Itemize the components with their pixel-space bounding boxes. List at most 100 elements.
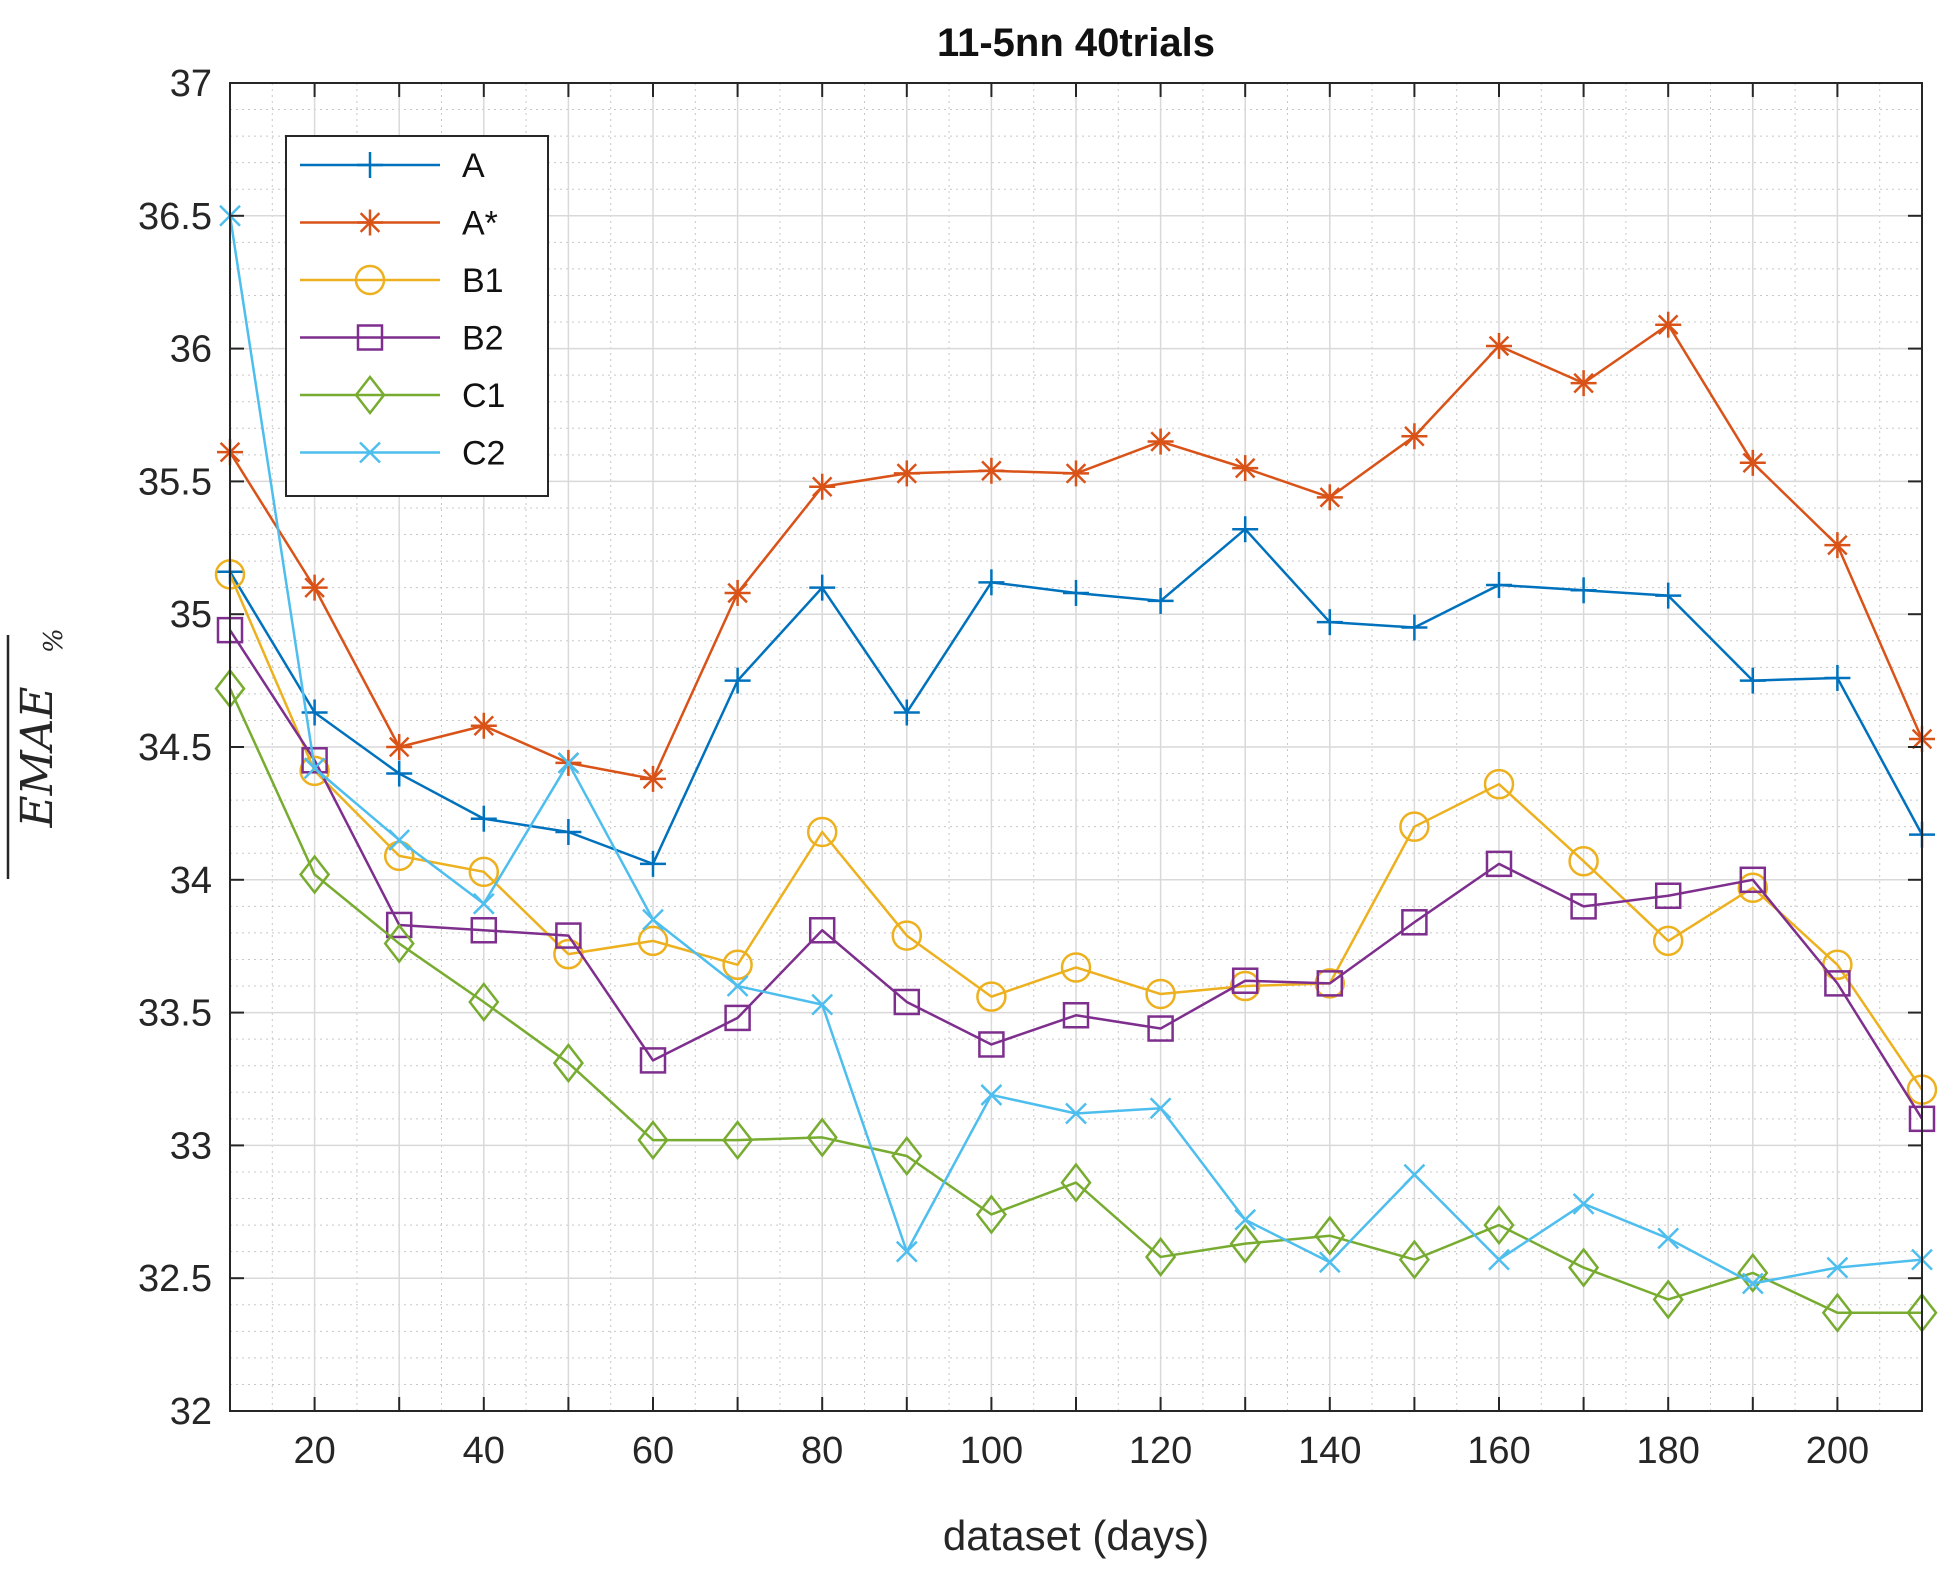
marker-shape: [299, 755, 330, 787]
y-tick-label: 34.5: [138, 727, 212, 769]
legend-entry-b2: B2: [300, 320, 504, 358]
marker-circle-b1: [1145, 978, 1176, 1010]
marker-stroke: [1234, 457, 1256, 479]
marker-plus-a: [1316, 609, 1343, 636]
marker-stroke: [388, 736, 410, 758]
marker-circle-b1: [1568, 845, 1599, 877]
marker-shape: [1824, 970, 1851, 997]
marker-diamond-c1: [1652, 1279, 1684, 1320]
y-tick-label: 35: [170, 594, 212, 636]
marker-asterisk-astar: [470, 712, 497, 739]
marker-stroke: [1572, 1192, 1595, 1215]
marker-stroke: [896, 463, 918, 484]
x-tick-labels: 20 40 60 80 100 120 140 160 180 200: [293, 1430, 1869, 1472]
marker-asterisk-astar: [357, 209, 383, 236]
marker-diamond-c1: [1060, 1162, 1092, 1203]
y-tick-label: 36: [170, 329, 212, 371]
marker-shape: [1145, 1236, 1177, 1277]
marker-stroke: [1657, 314, 1679, 335]
marker-stroke: [980, 1084, 1003, 1106]
marker-cross-c2: [1826, 1256, 1849, 1279]
marker-shape: [978, 1031, 1005, 1058]
y-tick-label: 32.5: [138, 1258, 212, 1300]
x-tick-label: 20: [293, 1430, 335, 1472]
marker-asterisk-astar: [301, 574, 328, 601]
marker-circle-b1: [1229, 970, 1261, 1002]
marker-shape: [1316, 970, 1344, 997]
marker-asterisk-astar: [386, 734, 413, 760]
marker-plus-a: [470, 805, 497, 832]
marker-shape: [470, 917, 498, 944]
marker-plus-a: [555, 818, 582, 845]
marker-diamond-c1: [637, 1120, 669, 1161]
marker-diamond-c1: [1229, 1223, 1261, 1264]
series-line-b2: [228, 629, 1924, 1120]
marker-circle-b1: [468, 856, 500, 888]
marker-shape: [893, 988, 921, 1016]
marker-shape: [1231, 967, 1259, 994]
marker-asterisk-astar: [1232, 455, 1259, 482]
marker-cross-c2: [1572, 1192, 1595, 1215]
marker-stroke: [303, 757, 326, 780]
legend-entry-c1: C1: [300, 374, 505, 416]
marker-plus-a: [724, 667, 751, 694]
marker-shape: [1739, 866, 1767, 894]
marker-shape: [385, 911, 413, 939]
marker-plus-a: [809, 574, 836, 601]
marker-diamond-c1: [552, 1043, 584, 1084]
marker-shape: [806, 1117, 838, 1158]
marker-square-b2: [1485, 850, 1513, 878]
x-tick-label: 160: [1467, 1430, 1530, 1472]
marker-stroke: [1827, 534, 1848, 556]
marker-cross-c2: [811, 993, 834, 1016]
y-axis-label-group: EMAE %: [6, 628, 69, 879]
series-line-b1: [228, 573, 1924, 1091]
marker-diamond-c1: [299, 854, 331, 895]
marker-shape: [975, 1194, 1007, 1235]
marker-diamond-c1: [1483, 1205, 1515, 1246]
marker-square-b2: [893, 988, 921, 1016]
marker-asterisk-astar: [893, 460, 920, 487]
marker-diamond-c1: [806, 1117, 838, 1158]
marker-shape: [1314, 1215, 1346, 1256]
marker-stroke: [472, 892, 495, 915]
marker-cross-c2: [557, 752, 580, 774]
series-c2: [219, 204, 1933, 1295]
marker-stroke: [726, 975, 749, 997]
marker-circle-b1: [299, 755, 330, 787]
marker-circle-b1: [383, 840, 415, 872]
marker-stroke: [1319, 487, 1341, 508]
marker-shape: [1060, 952, 1092, 983]
legend-label-c2: C2: [462, 435, 505, 473]
chart-title: 11-5nn 40trials: [937, 21, 1215, 65]
marker-stroke: [1403, 1163, 1426, 1186]
marker-stroke: [359, 212, 381, 233]
marker-cross-c2: [1065, 1102, 1087, 1125]
marker-diamond-c1: [722, 1120, 754, 1161]
marker-plus-a: [1147, 587, 1174, 614]
marker-shape: [806, 816, 838, 848]
legend-label-b2: B2: [462, 320, 504, 358]
marker-shape: [301, 747, 328, 774]
marker-shape: [1654, 882, 1682, 909]
marker-shape: [1570, 893, 1597, 920]
marker-circle-b1: [891, 920, 923, 951]
marker-circle-b1: [1483, 768, 1515, 800]
marker-asterisk-astar: [1655, 311, 1682, 338]
y-tick-label: 33: [170, 1125, 212, 1167]
marker-stroke: [304, 577, 325, 598]
marker-cross-c2: [1149, 1097, 1172, 1120]
marker-shape: [555, 922, 582, 949]
marker-stroke: [727, 582, 748, 604]
marker-plus-a: [1486, 571, 1512, 598]
marker-shape: [1652, 1279, 1684, 1320]
marker-cross-c2: [1234, 1208, 1257, 1231]
legend-entry-b1: B1: [300, 262, 504, 300]
series-line-c1: [228, 688, 1922, 1314]
marker-diamond-c1: [1398, 1239, 1430, 1280]
marker-diamond-c1: [975, 1194, 1007, 1235]
marker-shape: [724, 1004, 751, 1032]
marker-shape: [1568, 1247, 1600, 1288]
marker-circle-b1: [806, 816, 838, 848]
marker-cross-c2: [726, 975, 749, 997]
